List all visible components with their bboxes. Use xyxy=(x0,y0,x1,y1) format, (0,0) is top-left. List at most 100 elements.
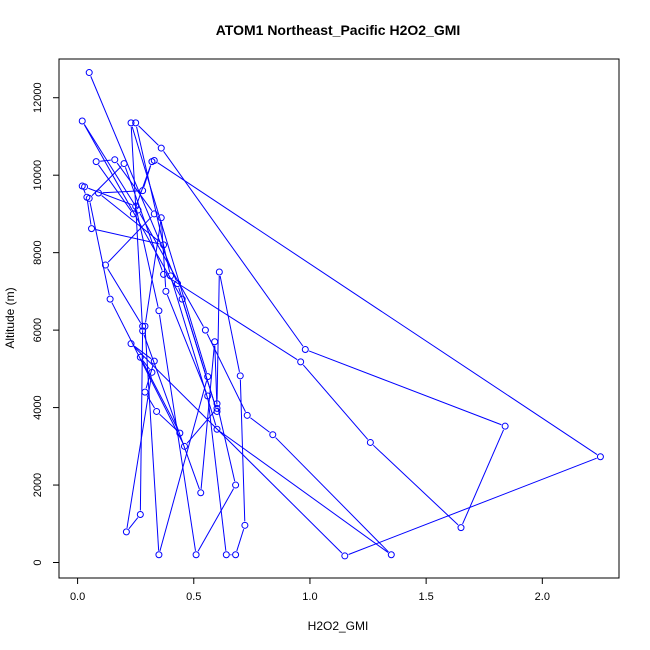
data-point xyxy=(132,119,140,127)
data-point xyxy=(148,368,156,376)
chart-title: ATOM1 Northeast_Pacific H2O2_GMI xyxy=(216,22,461,38)
series-segment xyxy=(182,302,217,408)
data-point xyxy=(122,528,130,536)
series-segment xyxy=(142,360,150,370)
series-segment xyxy=(100,159,111,162)
data-point xyxy=(457,524,465,532)
series-segment xyxy=(126,376,152,529)
series-segment xyxy=(145,364,154,389)
data-point xyxy=(85,69,93,77)
data-point xyxy=(211,338,219,346)
data-point xyxy=(301,345,309,353)
series-segment xyxy=(83,124,137,207)
series-segment xyxy=(139,213,204,327)
data-point xyxy=(222,551,230,559)
data-point xyxy=(129,210,137,218)
series-segment xyxy=(83,189,86,194)
series-segment xyxy=(216,276,220,400)
data-point xyxy=(150,156,158,164)
series-segment xyxy=(107,216,152,263)
data-point xyxy=(157,144,165,152)
data-point xyxy=(213,400,221,408)
data-point xyxy=(204,392,212,400)
data-point xyxy=(366,438,374,446)
series-segment xyxy=(166,294,207,393)
x-tick-label: 0.5 xyxy=(186,591,201,603)
series-segment xyxy=(98,164,132,211)
series-segment xyxy=(90,76,177,281)
series-segment xyxy=(275,437,389,553)
series-segment xyxy=(89,202,110,296)
data-point xyxy=(78,182,86,190)
series-segment xyxy=(160,221,167,288)
data-point xyxy=(215,268,223,276)
data-point xyxy=(341,552,349,560)
data-point xyxy=(297,358,305,366)
y-tick-label: 12000 xyxy=(32,82,44,113)
data-point xyxy=(88,225,96,233)
data-point xyxy=(180,442,188,450)
data-point xyxy=(232,481,240,489)
y-tick-label: 0 xyxy=(32,559,44,565)
data-point xyxy=(78,117,86,125)
data-point xyxy=(201,326,209,334)
data-point xyxy=(127,119,135,127)
data-point xyxy=(134,206,142,214)
data-point xyxy=(162,287,170,295)
series-segment xyxy=(348,457,597,555)
y-tick-label: 2000 xyxy=(32,473,44,497)
series-segment xyxy=(133,346,343,554)
series-segment xyxy=(217,407,236,482)
series-segment xyxy=(239,379,246,522)
data-point xyxy=(213,404,221,412)
series-segment xyxy=(131,126,208,373)
data-point xyxy=(111,156,119,164)
data-point xyxy=(178,295,186,303)
data-point xyxy=(192,551,200,559)
series-segment xyxy=(133,345,152,360)
data-point xyxy=(139,187,147,195)
plot-layer xyxy=(78,69,604,560)
series-segment xyxy=(159,380,208,552)
data-point xyxy=(204,373,212,381)
series-segment xyxy=(159,314,196,551)
series-segment xyxy=(214,345,218,405)
series-segment xyxy=(116,162,153,211)
series-segment xyxy=(219,275,240,372)
data-point xyxy=(127,340,135,348)
data-point xyxy=(241,521,249,529)
x-axis-label: H2O2_GMI xyxy=(308,619,369,633)
series-segment xyxy=(200,345,215,489)
data-point xyxy=(236,372,244,380)
series-segment xyxy=(236,528,245,552)
data-point xyxy=(160,270,168,278)
data-point xyxy=(213,407,221,415)
data-point xyxy=(153,407,161,415)
data-point xyxy=(92,158,100,166)
series-segment xyxy=(111,302,184,443)
data-point xyxy=(155,307,163,315)
plot-frame xyxy=(58,58,620,579)
data-point xyxy=(141,388,149,396)
series-segment xyxy=(143,334,200,490)
series-segment xyxy=(141,360,179,430)
y-tick-label: 6000 xyxy=(32,318,44,342)
data-point xyxy=(243,411,251,419)
series-segment xyxy=(166,276,298,361)
series-segment xyxy=(130,126,143,327)
series-segment xyxy=(138,125,159,146)
series-segment xyxy=(219,431,389,553)
y-tick-label: 4000 xyxy=(32,395,44,419)
y-tick-label: 10000 xyxy=(32,160,44,191)
series-segment xyxy=(207,399,227,551)
data-point xyxy=(136,353,144,361)
series-segment xyxy=(146,395,155,409)
data-point xyxy=(197,489,205,497)
series-segment xyxy=(86,201,92,225)
data-point xyxy=(150,357,158,365)
series-segment xyxy=(102,190,139,194)
x-axis: 0.0 0.5 1.0 1.5 2.0 xyxy=(70,577,550,603)
series-segment xyxy=(302,364,369,440)
series-segment xyxy=(107,268,142,324)
